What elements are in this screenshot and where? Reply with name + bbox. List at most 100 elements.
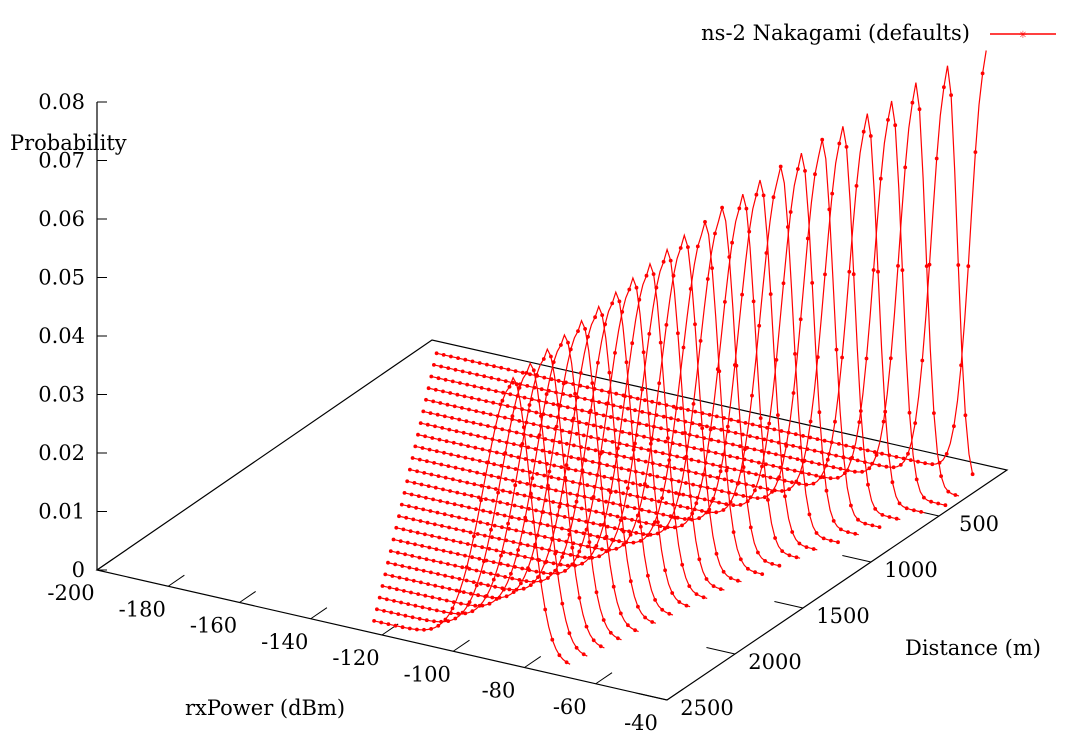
data-point <box>465 382 470 387</box>
data-point <box>557 653 562 658</box>
data-point <box>461 430 466 435</box>
z-tick-label: 0.06 <box>38 207 85 231</box>
data-point <box>437 437 442 442</box>
data-point <box>628 532 633 537</box>
data-point <box>849 503 853 508</box>
data-point <box>506 367 511 372</box>
data-point <box>419 482 424 487</box>
data-point <box>723 300 727 304</box>
data-point <box>502 513 507 518</box>
data-point <box>669 416 673 421</box>
data-point <box>841 455 846 460</box>
data-point <box>797 481 801 486</box>
data-point <box>627 431 632 436</box>
data-point <box>521 425 526 430</box>
data-point <box>574 529 579 534</box>
data-point <box>449 452 453 457</box>
data-point <box>511 540 516 544</box>
data-point <box>460 369 465 374</box>
data-point <box>676 331 680 336</box>
data-point <box>611 501 615 506</box>
data-point <box>521 586 526 591</box>
data-point <box>647 509 651 514</box>
data-point <box>444 598 449 603</box>
data-point <box>425 520 430 525</box>
data-point <box>697 516 701 521</box>
data-point <box>605 463 609 468</box>
data-point <box>559 465 564 469</box>
data-point <box>751 484 756 488</box>
data-point <box>664 323 669 327</box>
data-point <box>691 482 695 487</box>
data-point <box>622 454 627 459</box>
data-point <box>415 627 419 632</box>
data-point <box>663 568 667 573</box>
data-point <box>689 457 694 462</box>
data-point <box>481 570 486 574</box>
data-point <box>492 523 497 528</box>
y-tick-mark <box>774 601 804 609</box>
data-point <box>562 515 567 519</box>
data-point <box>514 528 519 533</box>
data-point <box>484 497 488 501</box>
data-point <box>459 442 463 447</box>
data-point <box>817 462 821 466</box>
data-point <box>514 430 519 435</box>
data-point <box>470 457 475 462</box>
data-point <box>526 566 530 571</box>
data-point <box>738 444 742 449</box>
data-point <box>573 391 577 396</box>
data-point <box>585 385 590 390</box>
data-point <box>585 483 590 488</box>
data-point <box>636 604 640 609</box>
data-point <box>591 423 596 428</box>
data-point <box>477 361 482 365</box>
data-point <box>526 445 531 450</box>
data-point <box>593 315 597 320</box>
data-point <box>459 503 464 508</box>
data-point <box>598 451 603 456</box>
data-point <box>567 430 572 435</box>
data-point <box>501 390 505 395</box>
data-point <box>607 451 612 456</box>
data-point <box>871 268 876 272</box>
data-point <box>448 550 453 555</box>
data-point <box>439 364 443 369</box>
data-point <box>755 496 760 500</box>
data-point <box>577 518 581 522</box>
data-point <box>615 514 620 519</box>
data-point <box>488 510 493 515</box>
data-point <box>452 404 457 409</box>
data-point <box>400 625 405 630</box>
data-point <box>600 547 604 552</box>
data-point <box>517 516 521 521</box>
data-point <box>574 499 579 504</box>
data-point <box>704 577 709 581</box>
data-point <box>616 446 620 451</box>
data-point <box>936 501 941 506</box>
data-point <box>750 422 755 427</box>
data-point <box>440 426 445 430</box>
data-point <box>456 611 461 616</box>
data-point <box>679 467 684 472</box>
data-point <box>417 457 422 462</box>
data-point <box>817 410 822 415</box>
data-point <box>469 396 474 400</box>
data-point <box>431 497 435 502</box>
data-point <box>416 592 421 596</box>
data-point <box>476 593 480 598</box>
data-point <box>537 433 542 437</box>
data-point <box>658 463 662 467</box>
data-point <box>434 547 439 552</box>
data-point <box>724 468 729 473</box>
data-point <box>670 591 675 595</box>
data-point <box>807 472 811 476</box>
data-point <box>651 272 656 276</box>
data-point <box>524 579 529 583</box>
data-point <box>699 447 704 452</box>
data-point <box>830 191 835 196</box>
data-point <box>733 431 738 435</box>
data-point <box>422 627 426 632</box>
data-point <box>482 374 487 379</box>
